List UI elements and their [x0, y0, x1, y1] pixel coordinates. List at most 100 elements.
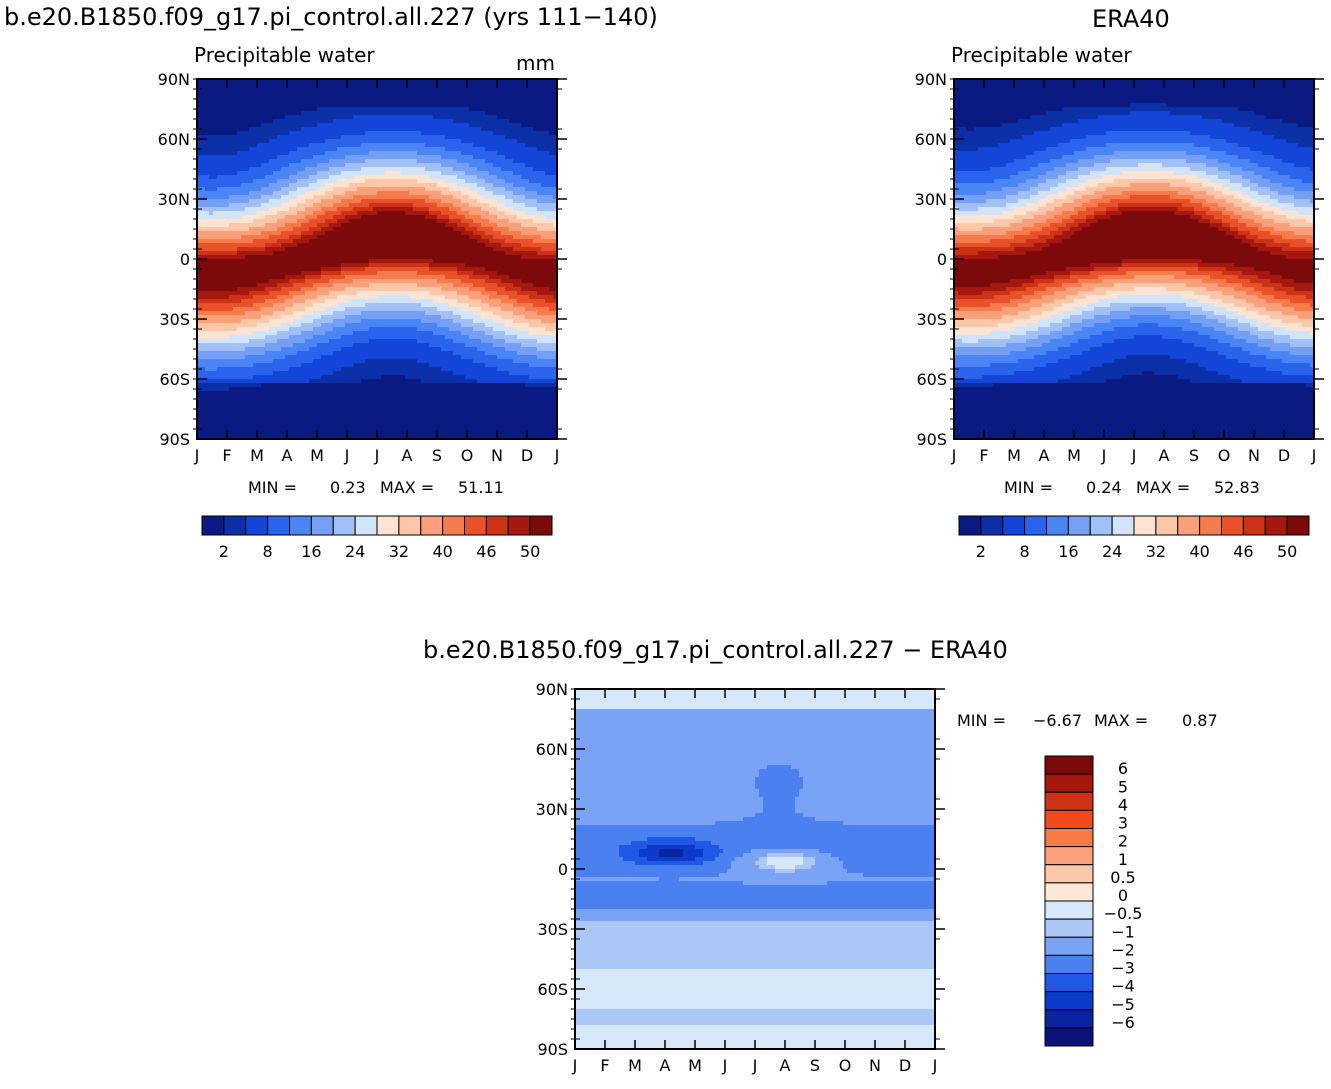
colorbar-tick-label: 16: [301, 542, 321, 561]
colorbar-swatch: [1133, 515, 1157, 536]
colorbar-swatch: [1286, 515, 1310, 536]
colorbar-swatch: [485, 515, 509, 536]
panel1-xtick-label: N: [491, 446, 503, 465]
colorbar-swatch: [1044, 936, 1094, 956]
panel2-ytick-label: 90S: [916, 430, 947, 449]
colorbar-swatch: [1044, 1009, 1094, 1029]
panel2-xtick-label: S: [1189, 446, 1199, 465]
colorbar-swatch: [289, 515, 312, 536]
colorbar-tick-label: −5: [1111, 995, 1135, 1014]
panel2-xtick-label: O: [1218, 446, 1231, 465]
panel3-title: b.e20.B1850.f09_g17.pi_control.all.227 −…: [423, 636, 1008, 664]
colorbar-swatch: [1044, 973, 1094, 993]
panel2-subtitle: Precipitable water: [951, 43, 1132, 67]
colorbar-tick-label: 8: [1020, 542, 1030, 561]
panel1-max-label: MAX =: [380, 478, 434, 497]
panel1-title: b.e20.B1850.f09_g17.pi_control.all.227 (…: [4, 3, 658, 31]
colorbar-tick-label: −0.5: [1104, 904, 1143, 923]
colorbar-tick-label: 2: [1118, 832, 1128, 851]
panel1-ytick-label: 90N: [158, 70, 190, 89]
panel2-xtick-label: M: [1067, 446, 1081, 465]
panel1-xtick-label: F: [222, 446, 231, 465]
panel3-ytick-label: 90N: [536, 680, 568, 699]
panel2-xtick-label: J: [951, 446, 957, 465]
colorbar-tick-label: 50: [1277, 542, 1297, 561]
panel1-ytick-label: 90S: [159, 430, 190, 449]
panel3-xtick-label: D: [899, 1056, 911, 1075]
colorbar-swatch: [1221, 515, 1244, 536]
colorbar-swatch: [1044, 1027, 1094, 1047]
colorbar-swatch: [1089, 515, 1113, 536]
colorbar-tick-label: 6: [1118, 759, 1128, 778]
colorbar-swatch: [1046, 515, 1069, 536]
panel1-xtick-label: J: [374, 446, 380, 465]
panel3-xtick-label: M: [688, 1056, 702, 1075]
panel2-title: ERA40: [1092, 5, 1170, 33]
panel1-subtitle: Precipitable water: [194, 43, 375, 67]
panel3-ytick-label: 60N: [536, 740, 568, 759]
colorbar-swatch: [1264, 515, 1288, 536]
panel2-xtick-label: A: [1159, 446, 1170, 465]
panel3-xtick-label: F: [600, 1056, 609, 1075]
panel2-min-label: MIN =: [1004, 478, 1053, 497]
colorbar-tick-label: 24: [345, 542, 365, 561]
colorbar-swatch: [1044, 991, 1094, 1011]
colorbar-tick-label: 40: [1189, 542, 1209, 561]
colorbar-swatch: [1067, 515, 1091, 536]
panel1-max-value: 51.11: [458, 478, 504, 497]
panel1-xtick-label: A: [282, 446, 293, 465]
colorbar-tick-label: 24: [1102, 542, 1122, 561]
panel3-field: [575, 689, 936, 1050]
panel2-min-value: 0.24: [1086, 478, 1122, 497]
colorbar-tick-label: 3: [1118, 814, 1128, 833]
panel3-xtick-label: N: [869, 1056, 881, 1075]
colorbar-swatch: [1044, 773, 1094, 793]
panel3-xtick-label: S: [810, 1056, 820, 1075]
panel3-plot: [571, 688, 945, 1050]
panel2-ytick-label: 0: [937, 250, 947, 269]
colorbar-swatch: [442, 515, 465, 536]
colorbar-tick-label: −6: [1111, 1013, 1135, 1032]
colorbar-swatch: [1177, 515, 1201, 536]
colorbar-swatch: [1024, 515, 1047, 536]
colorbar-tick-label: 32: [389, 542, 409, 561]
panel2-xtick-label: M: [1007, 446, 1021, 465]
colorbar-swatch: [354, 515, 378, 536]
colorbar-tick-label: 2: [219, 542, 229, 561]
panel3-ytick-label: 30S: [537, 920, 568, 939]
colorbar-swatch: [201, 515, 225, 536]
panel1-xtick-label: M: [250, 446, 264, 465]
panel3-ytick-label: 60S: [537, 980, 568, 999]
colorbar-swatch: [1044, 846, 1094, 866]
panel1-ytick-label: 60N: [158, 130, 190, 149]
colorbar-swatch: [1044, 882, 1094, 902]
colorbar-swatch: [980, 515, 1004, 536]
panel1-ytick-label: 60S: [159, 370, 190, 389]
colorbar-swatch: [1155, 515, 1179, 536]
panel1-xtick-label: O: [461, 446, 474, 465]
colorbar-swatch: [1044, 864, 1094, 884]
colorbar-tick-label: 1: [1118, 850, 1128, 869]
colorbar-swatch: [1111, 515, 1135, 536]
colorbar-tick-label: 0: [1118, 886, 1128, 905]
panel1-plot: [193, 78, 567, 440]
colorbar-swatch: [1044, 954, 1094, 974]
colorbar-tick-label: 50: [520, 542, 540, 561]
panel3-xtick-label: A: [660, 1056, 671, 1075]
panel2-colorbar: [958, 515, 1310, 536]
panel3-xtick-label: J: [932, 1056, 938, 1075]
panel1-xtick-label: S: [432, 446, 442, 465]
panel3-ytick-label: 90S: [537, 1040, 568, 1059]
panel1-xtick-label: A: [402, 446, 413, 465]
colorbar-swatch: [245, 515, 269, 536]
panel2-plot: [950, 78, 1324, 440]
panel1-min-label: MIN =: [248, 478, 297, 497]
colorbar-swatch: [507, 515, 531, 536]
panel3-xtick-label: M: [628, 1056, 642, 1075]
colorbar-swatch: [376, 515, 400, 536]
panel1-colorbar: [201, 515, 553, 536]
panel2-ytick-label: 90N: [915, 70, 947, 89]
panel3-xtick-label: A: [780, 1056, 791, 1075]
colorbar-swatch: [1044, 828, 1094, 848]
